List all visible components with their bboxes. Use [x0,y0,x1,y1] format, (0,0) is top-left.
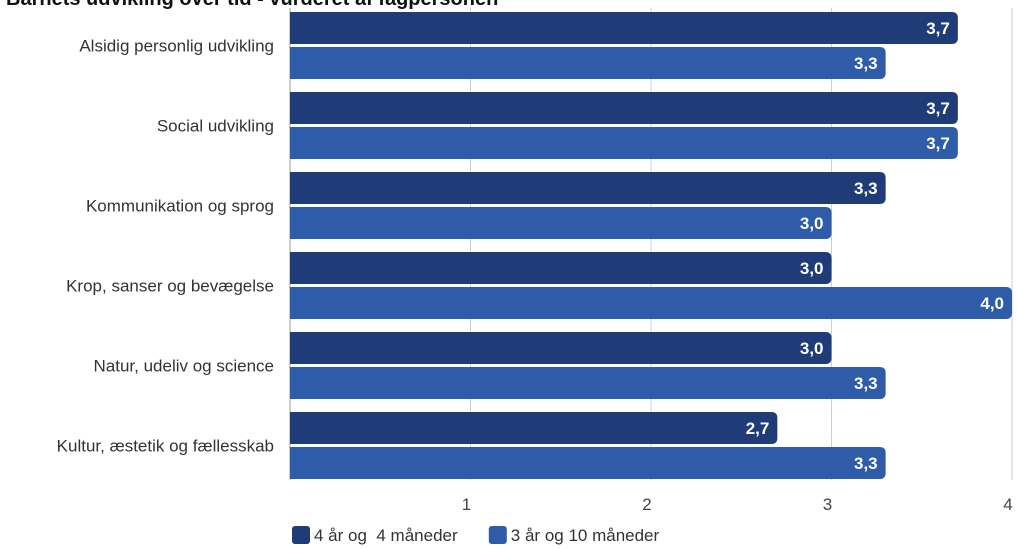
data-label: 3,3 [854,454,878,473]
bar [290,92,958,124]
bar [290,412,778,444]
legend-label: 4 år og 4 måneder [314,526,458,545]
x-tick-label: 2 [642,495,651,514]
data-label: 3,0 [800,259,824,278]
legend-label: 3 år og 10 måneder [511,526,660,545]
data-label: 3,7 [926,99,950,118]
category-label: Natur, udeliv og science [94,357,275,376]
category-label: Kultur, æstetik og fællesskab [57,437,274,456]
bar [290,367,886,399]
bar [290,207,832,239]
legend-swatch [292,526,310,544]
category-label: Kommunikation og sprog [86,197,274,216]
x-tick-label: 1 [462,495,471,514]
x-tick-label: 4 [1003,495,1012,514]
bar [290,332,832,364]
bar [290,172,886,204]
data-label: 3,3 [854,179,878,198]
data-label: 3,3 [854,54,878,73]
bar [290,252,832,284]
data-label: 3,3 [854,374,878,393]
data-label: 3,0 [800,214,824,233]
bar [290,47,886,79]
data-label: 3,7 [926,19,950,38]
bar [290,447,886,479]
legend-swatch [488,526,507,544]
bar [290,12,958,44]
category-label: Social udvikling [157,117,274,136]
category-label: Alsidig personlig udvikling [79,37,274,56]
chart-title: Barnets udvikling over tid - vurderet af… [6,0,498,11]
x-tick-label: 3 [823,495,832,514]
bar [290,287,1012,319]
category-label: Krop, sanser og bevægelse [66,277,274,296]
data-label: 4,0 [980,294,1004,313]
bar [290,127,958,159]
data-label: 3,7 [926,134,950,153]
data-label: 2,7 [746,419,770,438]
data-label: 3,0 [800,339,824,358]
